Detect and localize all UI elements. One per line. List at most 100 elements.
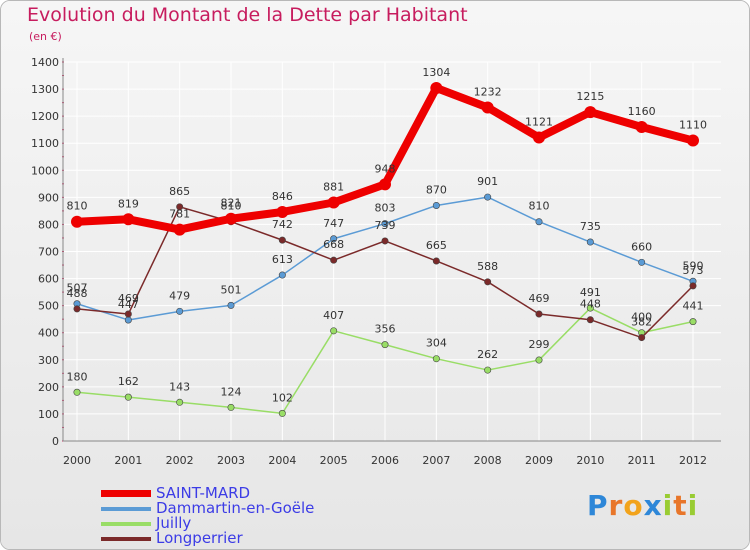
logo-letter: P bbox=[587, 489, 609, 522]
data-label: 102 bbox=[272, 391, 293, 404]
data-point bbox=[122, 213, 135, 226]
y-tick-label: 600 bbox=[38, 273, 59, 286]
legend-item: Longperrier bbox=[101, 529, 401, 547]
legend: SAINT-MARD Dammartin-en-Goële Juilly Lon… bbox=[101, 484, 401, 547]
data-point bbox=[124, 310, 132, 318]
data-point bbox=[533, 131, 545, 144]
data-point bbox=[381, 220, 389, 228]
data-label: 846 bbox=[272, 190, 293, 203]
x-tick-label: 2007 bbox=[422, 454, 450, 467]
data-point bbox=[330, 256, 338, 264]
data-point bbox=[278, 271, 286, 279]
data-label: 803 bbox=[375, 202, 396, 215]
data-point bbox=[432, 201, 440, 209]
data-label: 501 bbox=[221, 283, 242, 296]
data-label: 613 bbox=[272, 253, 293, 266]
data-point bbox=[327, 196, 340, 209]
data-label: 881 bbox=[323, 181, 344, 194]
x-tick-label: 2012 bbox=[679, 454, 707, 467]
y-tick-label: 400 bbox=[38, 327, 59, 340]
x-tick-label: 2009 bbox=[525, 454, 553, 467]
legend-item: Dammartin-en-Goële bbox=[101, 499, 401, 517]
y-tick-label: 300 bbox=[38, 354, 59, 367]
data-label: 356 bbox=[375, 323, 396, 336]
data-label: 660 bbox=[631, 240, 652, 253]
data-point bbox=[278, 409, 286, 417]
data-point bbox=[484, 278, 492, 286]
x-tick-label: 2005 bbox=[320, 454, 348, 467]
y-tick-label: 1200 bbox=[31, 110, 59, 123]
data-label: 665 bbox=[426, 239, 447, 252]
data-label: 1232 bbox=[474, 85, 502, 98]
data-label: 590 bbox=[683, 259, 704, 272]
data-label: 262 bbox=[477, 348, 498, 361]
x-tick-label: 2002 bbox=[166, 454, 194, 467]
data-label: 865 bbox=[169, 185, 190, 198]
data-point bbox=[73, 388, 81, 396]
data-label: 1160 bbox=[628, 105, 656, 118]
data-label: 469 bbox=[118, 292, 139, 305]
data-point bbox=[481, 101, 494, 114]
data-label: 948 bbox=[375, 162, 396, 175]
legend-swatch bbox=[101, 522, 151, 526]
data-label: 588 bbox=[477, 260, 498, 273]
data-point bbox=[586, 238, 594, 246]
data-point bbox=[124, 316, 132, 324]
data-label: 810 bbox=[221, 200, 242, 213]
unit-label: (en €) bbox=[29, 30, 62, 43]
data-label: 407 bbox=[323, 309, 344, 322]
data-label: 810 bbox=[529, 200, 550, 213]
y-tick-label: 0 bbox=[52, 435, 59, 448]
data-label: 668 bbox=[323, 238, 344, 251]
y-tick-label: 1400 bbox=[31, 56, 59, 69]
data-label: 180 bbox=[67, 370, 88, 383]
data-point bbox=[535, 356, 543, 364]
legend-label: Juilly bbox=[156, 514, 192, 532]
data-label: 299 bbox=[529, 338, 550, 351]
x-tick-label: 2008 bbox=[474, 454, 502, 467]
data-label: 573 bbox=[683, 264, 704, 277]
data-label: 491 bbox=[580, 286, 601, 299]
data-point bbox=[689, 318, 697, 326]
data-point bbox=[176, 398, 184, 406]
data-label: 870 bbox=[426, 183, 447, 196]
data-point bbox=[176, 307, 184, 315]
legend-label: Dammartin-en-Goële bbox=[156, 499, 315, 517]
data-label: 821 bbox=[221, 197, 242, 210]
data-point bbox=[432, 355, 440, 363]
data-point bbox=[689, 282, 697, 290]
data-point bbox=[124, 393, 132, 401]
y-tick-label: 100 bbox=[38, 408, 59, 421]
data-label: 507 bbox=[67, 282, 88, 295]
logo-letter: r bbox=[608, 489, 624, 522]
data-label: 742 bbox=[272, 218, 293, 231]
legend-swatch bbox=[101, 507, 151, 511]
data-point bbox=[535, 218, 543, 226]
logo-letter: o bbox=[623, 489, 644, 522]
legend-label: Longperrier bbox=[156, 529, 243, 547]
data-label: 448 bbox=[580, 298, 601, 311]
data-point bbox=[176, 203, 184, 211]
data-label: 819 bbox=[118, 197, 139, 210]
logo-letter: i bbox=[662, 489, 674, 522]
logo-letter: t bbox=[673, 489, 688, 522]
x-tick-label: 2010 bbox=[576, 454, 604, 467]
x-tick-label: 2006 bbox=[371, 454, 399, 467]
chart-title: Evolution du Montant de la Dette par Hab… bbox=[27, 4, 468, 26]
logo-letter: x bbox=[643, 489, 663, 522]
data-label: 143 bbox=[169, 380, 190, 393]
data-point bbox=[381, 341, 389, 349]
y-tick-label: 900 bbox=[38, 191, 59, 204]
legend-swatch bbox=[101, 490, 151, 497]
data-point bbox=[379, 178, 391, 191]
data-point bbox=[381, 237, 389, 245]
data-point bbox=[278, 236, 286, 244]
data-point bbox=[484, 193, 492, 201]
data-point bbox=[73, 305, 81, 313]
data-point bbox=[635, 120, 648, 133]
data-label: 1121 bbox=[525, 116, 553, 129]
x-tick-label: 2000 bbox=[63, 454, 91, 467]
data-point bbox=[584, 106, 597, 119]
